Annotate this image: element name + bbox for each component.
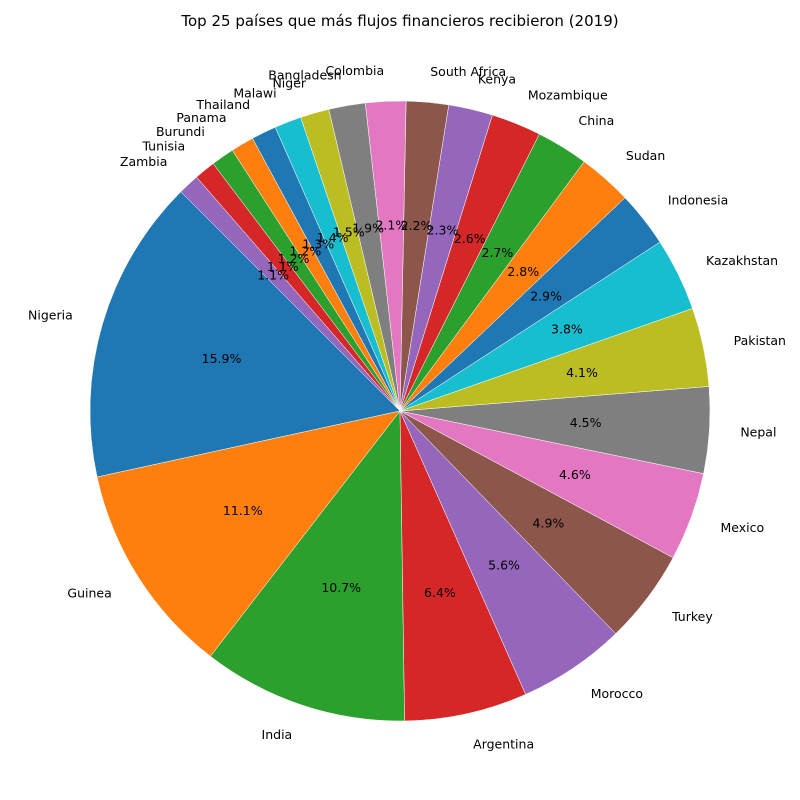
slice-percent-guinea: 11.1% xyxy=(223,503,263,518)
slice-label-mexico: Mexico xyxy=(721,520,765,535)
pie-slice-india xyxy=(210,410,405,722)
slice-percent-tunisia: 1.1% xyxy=(267,259,299,274)
slice-percent-colombia: 2.1% xyxy=(375,218,407,233)
slice-label-kenya: Kenya xyxy=(478,72,516,87)
slice-label-sudan: Sudan xyxy=(626,148,665,163)
slice-label-tunisia: Tunisia xyxy=(141,139,185,154)
slice-percent-mexico: 4.6% xyxy=(559,467,591,482)
slice-percent-zambia: 1.1% xyxy=(257,268,289,283)
slice-percent-sudan: 2.8% xyxy=(507,264,539,279)
slice-label-morocco: Morocco xyxy=(591,686,643,701)
slice-label-bangladesh: Bangladesh xyxy=(268,68,341,83)
slice-label-malawi: Malawi xyxy=(233,86,276,101)
pie-slice-argentina xyxy=(399,410,527,722)
slice-percent-niger: 1.5% xyxy=(333,225,365,240)
slice-percent-burundi: 1.2% xyxy=(278,251,310,266)
slice-label-china: China xyxy=(579,113,615,128)
slice-percent-south-africa: 2.2% xyxy=(401,218,433,233)
slice-percent-china: 2.7% xyxy=(482,245,514,260)
slice-label-thailand: Thailand xyxy=(195,97,250,112)
slice-label-india: India xyxy=(262,727,293,742)
slice-percent-nepal: 4.5% xyxy=(570,415,602,430)
slice-label-pakistan: Pakistan xyxy=(734,333,786,348)
slice-percent-nigeria: 15.9% xyxy=(202,351,242,366)
slice-percent-panama: 1.2% xyxy=(289,243,321,258)
slice-percent-turkey: 4.9% xyxy=(533,516,565,531)
slice-label-zambia: Zambia xyxy=(120,154,167,169)
slice-percent-morocco: 5.6% xyxy=(488,558,520,573)
slice-label-colombia: Colombia xyxy=(325,63,384,78)
slice-label-nepal: Nepal xyxy=(740,425,776,440)
pie-percent-labels: 15.9% 11.1% 10.7% 6.4% 5.6% 4.9% 4.6% 4.5% 4.1% 3… xyxy=(202,218,602,600)
slice-percent-malawi: 1.4% xyxy=(317,230,349,245)
pie-slice-guinea xyxy=(96,410,401,657)
pie-slice-zambia xyxy=(180,176,401,412)
slice-percent-pakistan: 4.1% xyxy=(566,365,598,380)
slice-percent-kazakhstan: 3.8% xyxy=(551,321,583,336)
chart-title: Top 25 países que más flujos financieros… xyxy=(181,12,619,30)
slice-percent-thailand: 1.3% xyxy=(302,236,334,251)
slice-label-panama: Panama xyxy=(176,110,226,125)
slice-label-indonesia: Indonesia xyxy=(668,192,728,207)
pie-slices xyxy=(89,100,711,722)
slice-label-nigeria: Nigeria xyxy=(28,307,73,322)
slice-percent-indonesia: 2.9% xyxy=(530,288,562,303)
slice-label-burundi: Burundi xyxy=(156,124,205,139)
slice-label-mozambique: Mozambique xyxy=(528,87,608,102)
slice-label-south-africa: South Africa xyxy=(430,64,506,79)
slice-label-turkey: Turkey xyxy=(671,609,713,624)
slice-percent-india: 10.7% xyxy=(321,580,361,595)
pie-slice-nigeria xyxy=(89,191,401,478)
slice-percent-mozambique: 2.6% xyxy=(454,231,486,246)
slice-label-guinea: Guinea xyxy=(67,586,111,601)
slice-percent-argentina: 6.4% xyxy=(424,585,456,600)
slice-label-niger: Niger xyxy=(272,76,306,91)
pie-slice-labels: Nigeria Guinea India Argentina Morocco Turkey… xyxy=(28,63,786,752)
slice-label-argentina: Argentina xyxy=(473,737,534,752)
slice-percent-kenya: 2.3% xyxy=(427,222,459,237)
slice-label-kazakhstan: Kazakhstan xyxy=(706,253,778,268)
slice-percent-bangladesh: 1.9% xyxy=(352,220,384,235)
